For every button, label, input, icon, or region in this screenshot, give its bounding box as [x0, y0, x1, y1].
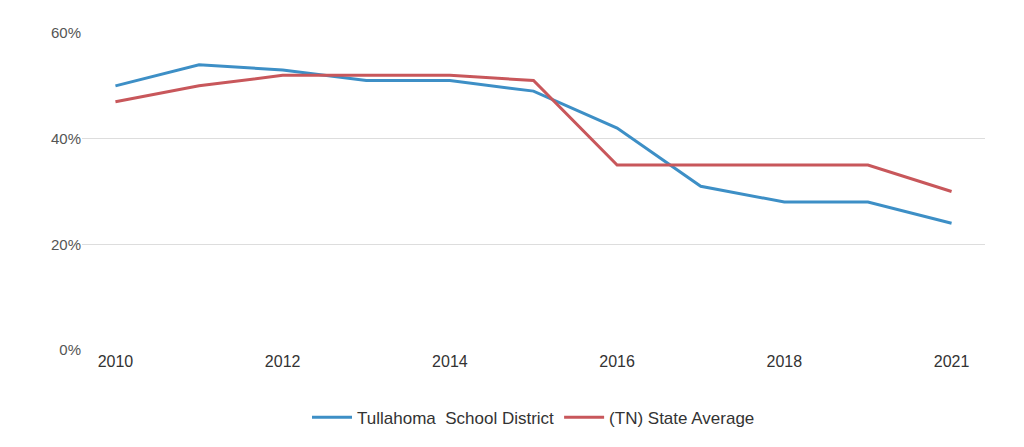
svg-text:2012: 2012 [265, 353, 301, 370]
svg-text:(TN) State Average: (TN) State Average [609, 409, 754, 428]
svg-text:2021: 2021 [934, 353, 970, 370]
svg-text:40%: 40% [51, 130, 81, 147]
svg-text:2018: 2018 [767, 353, 803, 370]
svg-text:2014: 2014 [432, 353, 468, 370]
svg-text:2016: 2016 [599, 353, 635, 370]
svg-text:0%: 0% [59, 341, 81, 358]
svg-text:60%: 60% [51, 24, 81, 41]
svg-text:20%: 20% [51, 236, 81, 253]
svg-text:Tullahoma School District: Tullahoma School District [357, 409, 554, 428]
svg-text:2010: 2010 [98, 353, 134, 370]
